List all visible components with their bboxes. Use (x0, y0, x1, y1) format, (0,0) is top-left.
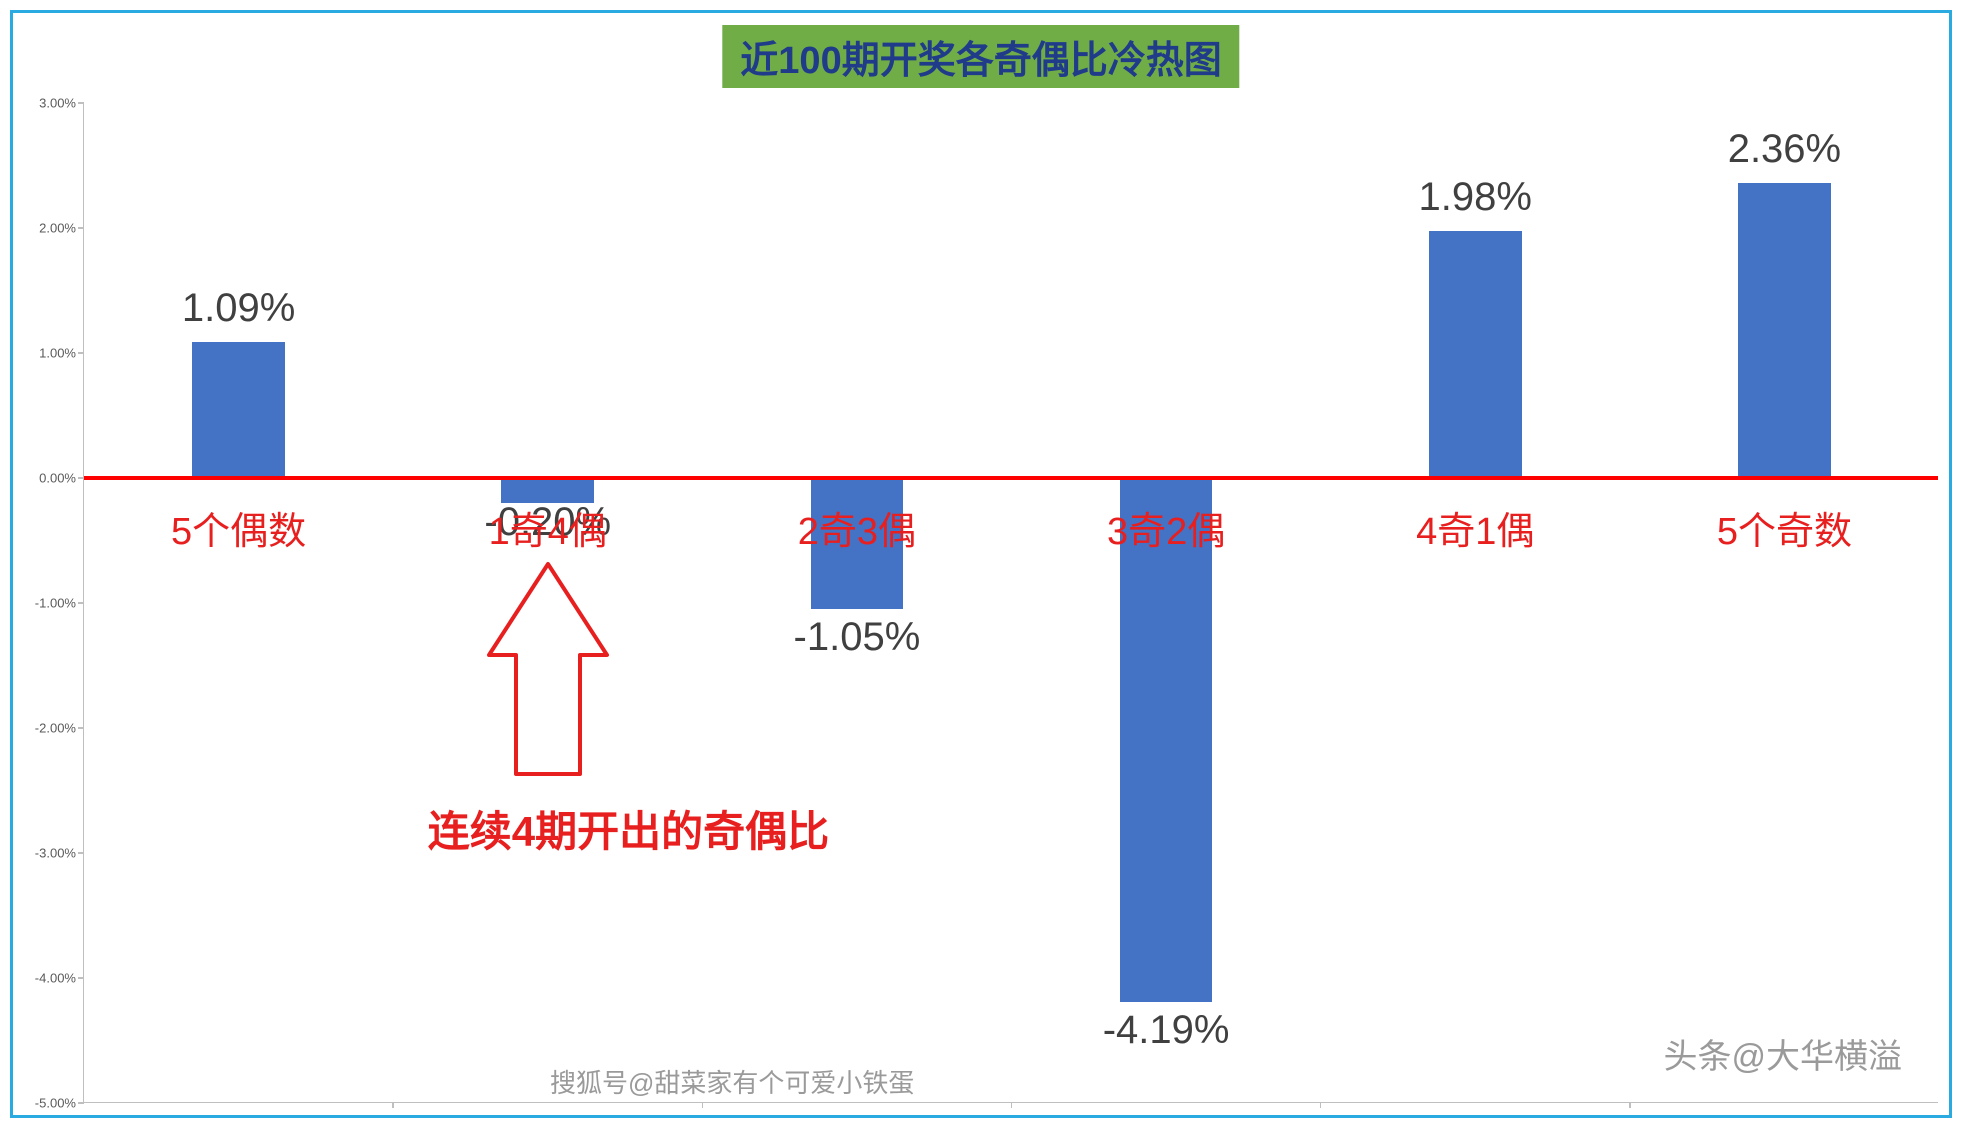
category-label: 2奇3偶 (798, 500, 916, 555)
annotation-text: 连续4期开出的奇偶比 (428, 798, 829, 859)
chart-title: 近100期开奖各奇偶比冷热图 (740, 40, 1221, 82)
y-tick-mark (78, 102, 84, 104)
y-tick-label: -2.00% (35, 721, 76, 736)
category-label: 4奇1偶 (1416, 500, 1534, 555)
y-tick-label: -1.00% (35, 596, 76, 611)
y-tick-label: -3.00% (35, 846, 76, 861)
zero-line (84, 476, 1938, 480)
y-tick-label: 0.00% (39, 471, 76, 486)
x-tick-mark (1011, 1102, 1013, 1108)
bar (1429, 231, 1522, 479)
category-label: 5个奇数 (1717, 500, 1852, 555)
y-tick-label: 3.00% (39, 96, 76, 111)
chart-title-box: 近100期开奖各奇偶比冷热图 (722, 25, 1239, 88)
y-tick-mark (78, 977, 84, 979)
y-tick-mark (78, 727, 84, 729)
x-tick-mark (1629, 1102, 1631, 1108)
watermark-left-text: 搜狐号@甜菜家有个可爱小铁蛋 (550, 1068, 914, 1098)
bar-value-label: 1.98% (1419, 175, 1532, 220)
plot-area: -5.00%-4.00%-3.00%-2.00%-1.00%0.00%1.00%… (83, 103, 1938, 1103)
bar-value-label: 2.36% (1728, 127, 1841, 172)
bar (1120, 478, 1213, 1002)
y-tick-mark (78, 602, 84, 604)
x-tick-mark (1320, 1102, 1322, 1108)
chart-container: 近100期开奖各奇偶比冷热图 -5.00%-4.00%-3.00%-2.00%-… (10, 10, 1952, 1118)
x-tick-mark (392, 1102, 394, 1108)
y-tick-label: -4.00% (35, 971, 76, 986)
y-tick-mark (78, 227, 84, 229)
x-tick-mark (702, 1102, 704, 1108)
watermark-right-prefix: 头条@ (1663, 1038, 1766, 1076)
category-label: 3奇2偶 (1107, 500, 1225, 555)
watermark-right: 头条@大华横溢 (1663, 1029, 1902, 1078)
watermark-left: 搜狐号@甜菜家有个可爱小铁蛋 (550, 1063, 914, 1100)
y-tick-mark (78, 852, 84, 854)
category-label: 5个偶数 (171, 500, 306, 555)
category-label: 1奇4偶 (489, 500, 607, 555)
y-tick-mark (78, 352, 84, 354)
y-tick-label: -5.00% (35, 1096, 76, 1111)
y-tick-label: 2.00% (39, 221, 76, 236)
y-tick-label: 1.00% (39, 346, 76, 361)
watermark-right-rest: 大华横溢 (1766, 1038, 1902, 1076)
bar (1738, 183, 1831, 478)
y-tick-mark (78, 1102, 84, 1104)
bar-value-label: -4.19% (1103, 1008, 1230, 1053)
bar (192, 342, 285, 478)
annotation-arrow (483, 560, 613, 780)
bar-value-label: -1.05% (794, 615, 921, 660)
bar-value-label: 1.09% (182, 286, 295, 331)
